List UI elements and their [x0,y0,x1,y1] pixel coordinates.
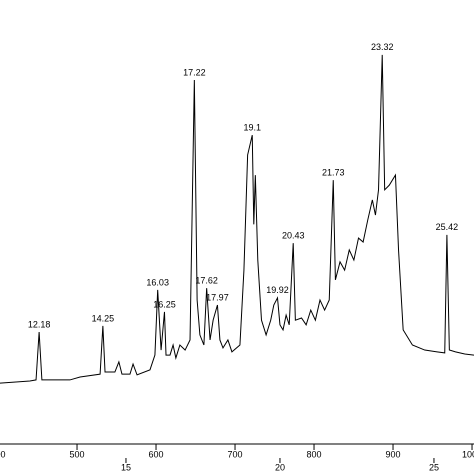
peak-label: 19.92 [266,285,289,295]
trace-line [0,54,474,384]
peak-label: 12.18 [28,319,51,329]
x2-tick-label: 900 [386,449,401,459]
x2-tick-label: 400 [0,449,6,459]
x-tick-label: 20 [275,462,285,472]
peak-label: 19.1 [243,122,261,132]
peak-label: 21.73 [322,167,345,177]
peak-label: 16.03 [146,277,169,287]
x-tick-label: 25 [429,462,439,472]
x2-tick-label: 700 [228,449,243,459]
peak-label: 17.97 [206,292,229,302]
peak-label: 23.32 [371,42,394,52]
x2-tick-label: 600 [149,449,164,459]
x2-tick-label: 500 [70,449,85,459]
peak-label: 14.25 [92,313,115,323]
x2-tick-label: 1000 [462,449,474,459]
peak-label: 20.43 [282,230,305,240]
peak-label: 25.42 [436,222,459,232]
peak-label: 17.62 [195,275,218,285]
x-tick-label: 15 [121,462,131,472]
x2-tick-label: 800 [307,449,322,459]
peak-label: 17.22 [183,67,206,77]
peak-label: 16.25 [153,299,176,309]
